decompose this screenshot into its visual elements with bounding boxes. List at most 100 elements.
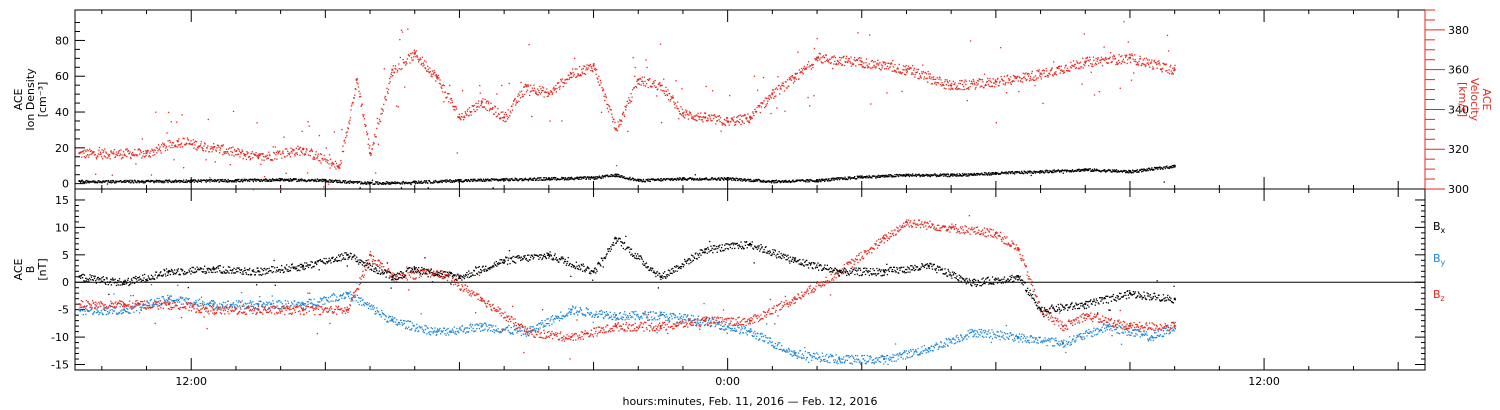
scatter-dot xyxy=(1003,172,1005,175)
scatter-dot xyxy=(929,174,931,176)
scatter-dot xyxy=(400,187,403,189)
scatter-dot xyxy=(1038,171,1040,173)
scatter-dot xyxy=(568,74,570,77)
scatter-dot xyxy=(179,146,182,148)
scatter-dot xyxy=(883,176,885,178)
scatter-dot xyxy=(425,325,427,327)
scatter-dot xyxy=(258,179,260,181)
scatter-dot xyxy=(400,319,402,321)
scatter-dot xyxy=(317,301,319,303)
scatter-dot xyxy=(479,92,481,94)
scatter-dot xyxy=(610,109,612,111)
scatter-dot xyxy=(593,68,596,70)
scatter-dot xyxy=(98,149,100,152)
scatter-dot xyxy=(868,63,870,65)
scatter-dot xyxy=(283,136,285,138)
scatter-dot xyxy=(95,308,97,310)
scatter-dot xyxy=(110,150,112,152)
scatter-dot xyxy=(1122,170,1125,172)
scatter-dot xyxy=(552,88,554,90)
scatter-dot xyxy=(194,144,196,146)
scatter-dot xyxy=(292,178,295,180)
scatter-dot xyxy=(458,116,460,119)
scatter-dot xyxy=(1062,72,1065,74)
scatter-dot xyxy=(493,178,495,180)
scatter-dot xyxy=(693,115,695,117)
scatter-dot xyxy=(910,67,912,69)
scatter-dot xyxy=(967,87,969,90)
scatter-dot xyxy=(1086,168,1088,171)
scatter-dot xyxy=(183,298,186,301)
scatter-dot xyxy=(450,97,452,100)
scatter-dot xyxy=(275,154,277,156)
scatter-dot xyxy=(678,178,680,181)
scatter-dot xyxy=(569,177,572,179)
scatter-dot xyxy=(582,68,584,70)
scatter-dot xyxy=(921,72,923,75)
scatter-dot xyxy=(240,291,243,294)
scatter-dot xyxy=(955,175,957,178)
scatter-dot xyxy=(183,167,185,169)
scatter-dot xyxy=(635,179,637,181)
scatter-dot xyxy=(877,176,879,178)
scatter-dot xyxy=(125,307,128,309)
scatter-dot xyxy=(487,180,489,182)
scatter-dot xyxy=(1066,70,1068,72)
scatter-dot xyxy=(808,179,810,181)
scatter-dot xyxy=(1052,169,1054,171)
scatter-dot xyxy=(424,180,426,182)
scatter-dot xyxy=(289,178,292,180)
scatter-dot xyxy=(1049,73,1051,76)
scatter-dot xyxy=(503,113,506,116)
data-point xyxy=(391,319,394,322)
scatter-dot xyxy=(952,80,955,83)
scatter-dot xyxy=(628,178,630,181)
scatter-dot xyxy=(185,297,187,299)
scatter-dot xyxy=(301,151,303,153)
scatter-dot xyxy=(329,309,331,311)
scatter-dot xyxy=(633,179,635,182)
scatter-dot xyxy=(606,107,609,109)
scatter-dot xyxy=(167,180,170,182)
scatter-dot xyxy=(739,179,742,182)
scatter-dot xyxy=(892,66,894,68)
scatter-dot xyxy=(273,151,275,154)
scatter-dot xyxy=(788,85,790,87)
scatter-dot xyxy=(667,89,669,91)
scatter-dot xyxy=(82,180,84,183)
scatter-dot xyxy=(1088,60,1090,62)
scatter-dot xyxy=(399,56,402,59)
scatter-dot xyxy=(270,180,273,182)
scatter-dot xyxy=(1165,166,1168,168)
scatter-dot xyxy=(1170,70,1172,72)
scatter-dot xyxy=(834,60,836,63)
scatter-dot xyxy=(1135,169,1137,171)
scatter-dot xyxy=(1131,169,1134,171)
scatter-dot xyxy=(918,73,921,75)
scatter-dot xyxy=(509,110,511,112)
scatter-dot xyxy=(432,182,434,184)
scatter-dot xyxy=(284,156,286,158)
scatter-dot xyxy=(211,147,214,149)
scatter-dot xyxy=(979,78,981,81)
scatter-dot xyxy=(81,310,84,312)
scatter-dot xyxy=(120,312,123,315)
scatter-dot xyxy=(1085,60,1088,62)
scatter-dot xyxy=(1059,72,1061,74)
scatter-dot xyxy=(311,303,313,305)
scatter-dot xyxy=(1086,169,1089,172)
scatter-dot xyxy=(755,180,758,182)
scatter-dot xyxy=(1048,171,1051,173)
scatter-dot xyxy=(545,179,547,181)
scatter-dot xyxy=(427,65,429,68)
scatter-dot xyxy=(384,182,386,184)
scatter-dot xyxy=(708,114,710,116)
scatter-dot xyxy=(1034,84,1036,87)
scatter-dot xyxy=(316,180,318,183)
scatter-dot xyxy=(1060,170,1062,172)
scatter-dot xyxy=(231,181,233,183)
scatter-dot xyxy=(207,145,209,147)
scatter-dot xyxy=(896,68,898,70)
scatter-dot xyxy=(621,113,624,115)
scatter-dot xyxy=(1103,46,1105,48)
